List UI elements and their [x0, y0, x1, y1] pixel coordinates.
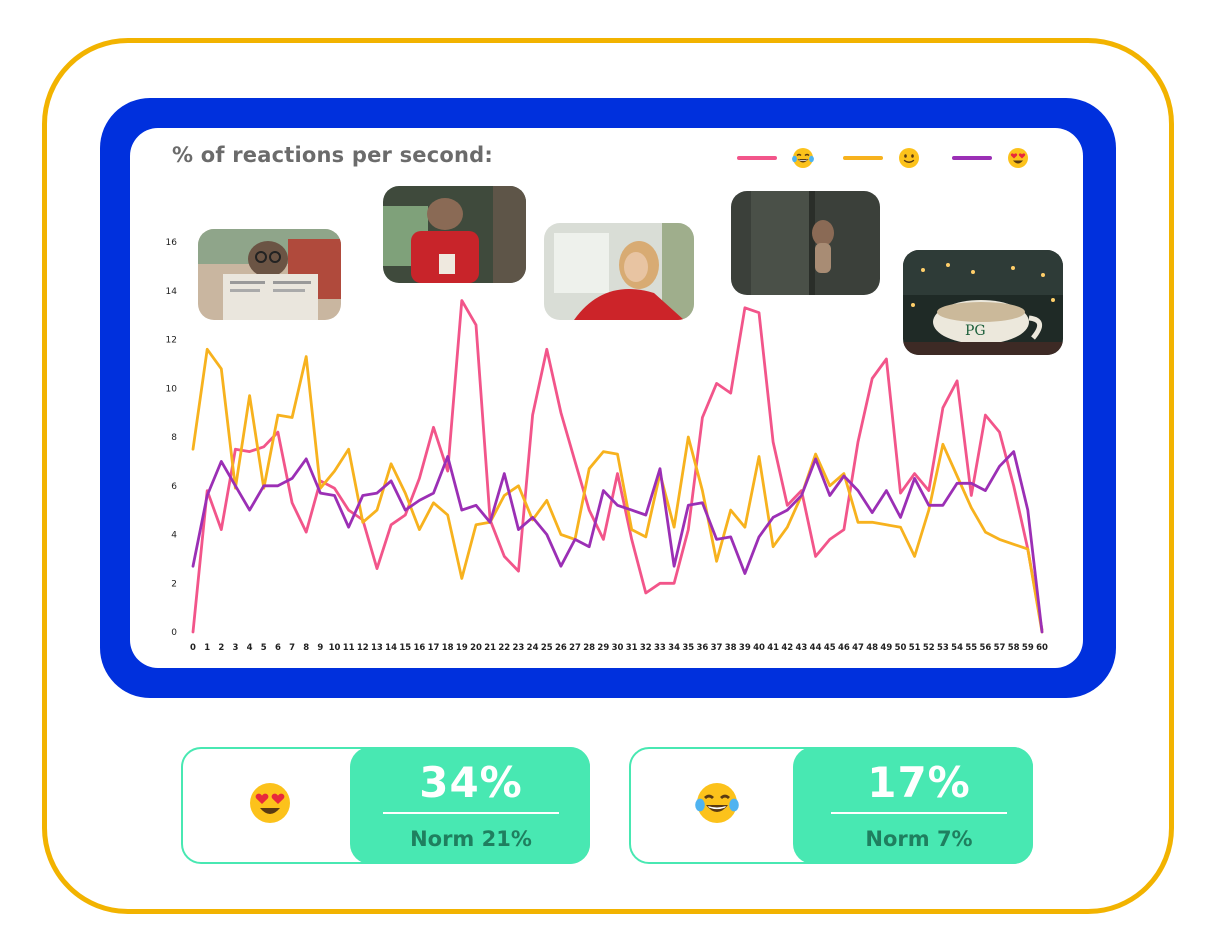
x-tick-label: 50: [895, 643, 907, 653]
thumbnail-monkey-behind-door: [731, 191, 880, 295]
x-tick-label: 16: [413, 643, 425, 653]
x-tick-label: 12: [357, 643, 369, 653]
legend-line-smile: [843, 156, 883, 160]
x-tick-label: 0: [190, 643, 196, 653]
x-tick-label: 18: [442, 643, 454, 653]
tears-of-joy-emoji-icon: [695, 783, 739, 823]
y-tick-label: 16: [166, 238, 178, 248]
y-tick-label: 0: [171, 628, 177, 638]
x-tick-label: 29: [597, 643, 609, 653]
y-tick-label: 8: [171, 433, 177, 443]
stat-divider-love: [383, 812, 559, 814]
stat-divider-laugh: [831, 812, 1007, 814]
legend-line-love: [952, 156, 992, 160]
x-tick-label: 28: [583, 643, 595, 653]
x-tick-label: 46: [838, 643, 850, 653]
tears-of-joy-emoji-icon: [792, 148, 814, 168]
x-tick-label: 32: [640, 643, 652, 653]
x-tick-label: 43: [796, 643, 808, 653]
x-tick-label: 53: [937, 643, 949, 653]
x-tick-label: 34: [668, 643, 680, 653]
y-tick-label: 6: [171, 482, 177, 492]
x-tick-label: 13: [371, 643, 383, 653]
thumbnail-monkey-reading-newspaper: [198, 229, 341, 320]
x-tick-label: 20: [470, 643, 482, 653]
heart-eyes-emoji-icon: [250, 783, 290, 823]
x-tick-label: 31: [626, 643, 638, 653]
x-tick-label: 24: [527, 643, 539, 653]
slight-smile-emoji-icon: [899, 148, 919, 168]
x-tick-label: 5: [261, 643, 267, 653]
x-tick-label: 23: [513, 643, 525, 653]
pg-logo-text: PG: [965, 323, 986, 339]
x-tick-label: 42: [781, 643, 793, 653]
x-tick-label: 21: [484, 643, 496, 653]
stat-norm-laugh: Norm 7%: [865, 827, 973, 851]
y-tick-label: 10: [166, 384, 178, 394]
stat-value-love: 34%: [419, 758, 523, 807]
x-tick-label: 44: [810, 643, 822, 653]
x-tick-label: 55: [965, 643, 977, 653]
series-line-love: [191, 450, 1044, 634]
x-tick-label: 41: [767, 643, 779, 653]
thumbnail-monkey-in-red-jacket: [383, 186, 526, 283]
y-tick-label: 2: [171, 579, 177, 589]
x-tick-label: 35: [682, 643, 694, 653]
x-tick-label: 30: [612, 643, 624, 653]
x-tick-label: 33: [654, 643, 666, 653]
thumbnail-woman-in-red: [544, 223, 694, 320]
x-tick-label: 57: [994, 643, 1006, 653]
chart-title: % of reactions per second:: [172, 143, 494, 167]
x-tick-label: 3: [232, 643, 238, 653]
x-tick-label: 4: [247, 643, 253, 653]
x-tick-label: 47: [852, 643, 864, 653]
x-tick-label: 45: [824, 643, 836, 653]
x-tick-label: 37: [711, 643, 723, 653]
x-tick-label: 7: [289, 643, 295, 653]
x-tick-label: 59: [1022, 643, 1034, 653]
x-tick-label: 39: [739, 643, 751, 653]
x-tick-label: 9: [317, 643, 323, 653]
x-tick-label: 27: [569, 643, 581, 653]
chart-card: [130, 128, 1083, 668]
x-tick-label: 14: [385, 643, 397, 653]
x-tick-label: 1: [204, 643, 210, 653]
x-tick-label: 26: [555, 643, 567, 653]
x-tick-label: 36: [696, 643, 708, 653]
x-tick-label: 2: [218, 643, 224, 653]
x-tick-label: 11: [343, 643, 355, 653]
x-tick-label: 17: [428, 643, 440, 653]
y-tick-label: 4: [171, 531, 177, 541]
x-tick-label: 54: [951, 643, 963, 653]
legend-line-laugh: [737, 156, 777, 160]
heart-eyes-emoji-icon: [1008, 148, 1028, 168]
x-tick-label: 51: [909, 643, 921, 653]
x-tick-label: 56: [979, 643, 991, 653]
x-tick-label: 48: [866, 643, 878, 653]
x-tick-label: 49: [880, 643, 892, 653]
x-tick-label: 40: [753, 643, 765, 653]
x-tick-label: 6: [275, 643, 281, 653]
x-tick-label: 25: [541, 643, 553, 653]
series-line-smile: [191, 347, 1044, 634]
x-tick-label: 19: [456, 643, 468, 653]
x-tick-label: 22: [498, 643, 510, 653]
x-tick-label: 58: [1008, 643, 1020, 653]
x-tick-label: 10: [329, 643, 341, 653]
x-tick-label: 38: [725, 643, 737, 653]
stat-norm-love: Norm 21%: [410, 827, 532, 851]
stat-fill-love: [350, 747, 590, 864]
y-tick-label: 14: [166, 287, 178, 297]
x-tick-label: 8: [303, 643, 309, 653]
series-line-laugh: [191, 299, 1044, 634]
stat-fill-laugh: [793, 747, 1033, 864]
x-tick-label: 60: [1036, 643, 1048, 653]
thumbnail-pg-cup-hot-tub: PG: [903, 250, 1063, 355]
stat-value-laugh: 17%: [867, 758, 971, 807]
y-tick-label: 12: [166, 336, 177, 346]
x-tick-label: 15: [399, 643, 411, 653]
x-tick-label: 52: [923, 643, 935, 653]
